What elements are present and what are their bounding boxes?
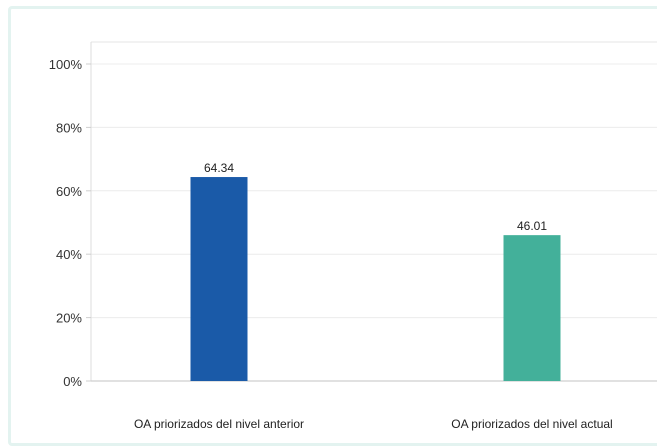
category-label: OA priorizados del nivel actual xyxy=(451,417,612,431)
data-label: 64.34 xyxy=(204,161,234,175)
bar xyxy=(503,235,561,381)
data-label: 46.01 xyxy=(517,219,547,233)
y-tick-labels: 0% 20% 40% 60% 80% 100% xyxy=(49,57,83,389)
y-tick-label: 100% xyxy=(49,57,83,72)
bar-chart: 0% 20% 40% 60% 80% 100% 64.34 46.01 OA prioriz… xyxy=(49,41,657,431)
y-tick-label: 80% xyxy=(56,120,82,135)
category-labels: OA priorizados del nivel anterior OA prio… xyxy=(134,417,613,431)
y-tick-label: 40% xyxy=(56,247,82,262)
axes xyxy=(86,41,657,382)
bar xyxy=(190,177,248,381)
bars xyxy=(190,177,561,381)
y-tick-label: 0% xyxy=(63,374,82,389)
data-labels: 64.34 46.01 xyxy=(204,161,547,233)
gridlines xyxy=(91,63,657,319)
y-tick-label: 60% xyxy=(56,184,82,199)
chart-container: 0% 20% 40% 60% 80% 100% 64.34 46.01 OA prioriz… xyxy=(49,41,657,431)
y-tick-label: 20% xyxy=(56,311,82,326)
category-label: OA priorizados del nivel anterior xyxy=(134,417,304,431)
